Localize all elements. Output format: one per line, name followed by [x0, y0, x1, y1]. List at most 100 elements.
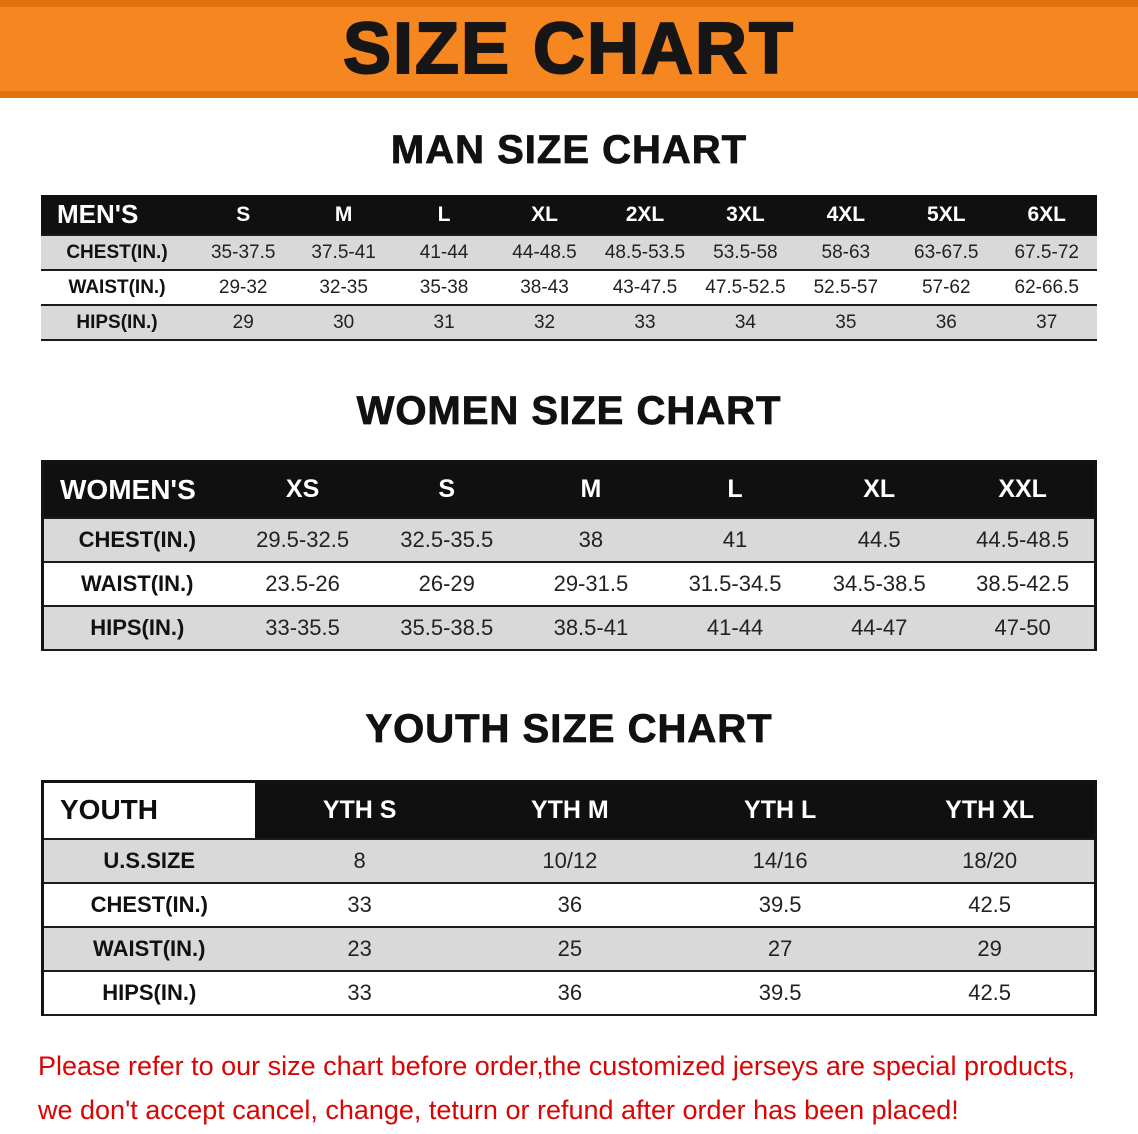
size-value: 37	[996, 304, 1097, 340]
row-label: U.S.SIZE	[42, 838, 255, 883]
table-row: HIPS(IN.) 33-35.5 35.5-38.5 38.5-41 41-4…	[42, 604, 1096, 650]
column-header: XL	[807, 461, 952, 518]
size-value: 33-35.5	[230, 604, 375, 650]
size-value: 47-50	[951, 604, 1096, 650]
row-label: HIPS(IN.)	[42, 604, 231, 650]
table-row: CHEST(IN.) 29.5-32.5 32.5-35.5 38 41 44.…	[42, 516, 1096, 562]
size-value: 8	[254, 838, 465, 883]
size-value: 42.5	[885, 882, 1096, 927]
women-section-title: WOMEN SIZE CHART	[356, 389, 782, 434]
size-value: 44-47	[807, 604, 952, 650]
youth-table-title-cell: YOUTH	[42, 781, 255, 839]
size-value: 35-38	[393, 269, 495, 305]
size-value: 14/16	[675, 838, 886, 883]
size-value: 34	[695, 304, 796, 340]
women-header-row: WOMEN'S XS S M L XL XXL	[42, 461, 1096, 518]
size-value: 27	[675, 926, 886, 971]
column-header: XS	[230, 461, 375, 518]
column-header: 5XL	[896, 195, 997, 235]
banner: SIZE CHART	[0, 0, 1138, 98]
page-title: SIZE CHART	[342, 9, 795, 89]
size-value: 33	[254, 970, 465, 1015]
size-value: 52.5-57	[795, 269, 897, 305]
size-value: 31	[393, 304, 495, 340]
men-size-table: MEN'S S M L XL 2XL 3XL 4XL 5XL 6XL CHEST…	[41, 195, 1097, 341]
table-row: CHEST(IN.) 33 36 39.5 42.5	[42, 882, 1096, 927]
column-header: M	[293, 195, 394, 235]
youth-size-table: YOUTH YTH S YTH M YTH L YTH XL U.S.SIZE …	[41, 779, 1097, 1016]
men-section: MAN SIZE CHART MEN'S S M L XL 2XL 3XL 4X…	[0, 128, 1138, 341]
size-value: 38.5-41	[518, 604, 663, 650]
size-value: 42.5	[885, 970, 1096, 1015]
column-header: YTH S	[254, 781, 465, 839]
disclaimer: Please refer to our size chart before or…	[38, 1046, 1100, 1132]
disclaimer-line-2: we don't accept cancel, change, teturn o…	[38, 1094, 959, 1125]
size-value: 33	[254, 882, 465, 927]
size-value: 38-43	[494, 269, 595, 305]
row-label: CHEST(IN.)	[41, 234, 193, 270]
column-header: 3XL	[695, 195, 796, 235]
size-value: 29-32	[193, 269, 294, 305]
row-label: WAIST(IN.)	[42, 926, 255, 971]
size-value: 35	[795, 304, 897, 340]
size-value: 29.5-32.5	[230, 516, 375, 562]
size-value: 44.5-48.5	[951, 516, 1096, 562]
size-value: 44.5	[807, 516, 952, 562]
size-value: 41-44	[662, 604, 808, 650]
size-value: 43-47.5	[594, 269, 696, 305]
size-value: 29	[885, 926, 1096, 971]
size-value: 58-63	[795, 234, 897, 270]
table-row: WAIST(IN.) 23 25 27 29	[42, 926, 1096, 971]
column-header: YTH M	[464, 781, 675, 839]
row-label: CHEST(IN.)	[42, 882, 255, 927]
size-value: 35-37.5	[193, 234, 294, 270]
size-value: 32-35	[293, 269, 394, 305]
row-label: HIPS(IN.)	[41, 304, 193, 340]
size-value: 36	[464, 970, 675, 1015]
size-value: 32.5-35.5	[374, 516, 519, 562]
size-value: 18/20	[885, 838, 1096, 883]
men-section-title: MAN SIZE CHART	[390, 128, 748, 173]
size-value: 63-67.5	[896, 234, 997, 270]
size-value: 31.5-34.5	[662, 560, 808, 606]
column-header: YTH L	[675, 781, 886, 839]
column-header: L	[393, 195, 495, 235]
women-size-table: WOMEN'S XS S M L XL XXL CHEST(IN.) 29.5-…	[41, 460, 1097, 651]
size-value: 29-31.5	[518, 560, 663, 606]
column-header: M	[518, 461, 663, 518]
size-value: 34.5-38.5	[807, 560, 952, 606]
women-table-title-cell: WOMEN'S	[42, 461, 231, 518]
women-section: WOMEN SIZE CHART WOMEN'S XS S M L XL XXL…	[0, 389, 1138, 651]
size-value: 23.5-26	[230, 560, 375, 606]
size-value: 57-62	[896, 269, 997, 305]
size-value: 62-66.5	[996, 269, 1097, 305]
size-value: 35.5-38.5	[374, 604, 519, 650]
column-header: 4XL	[795, 195, 897, 235]
size-value: 26-29	[374, 560, 519, 606]
disclaimer-line-1: Please refer to our size chart before or…	[38, 1051, 1076, 1081]
size-value: 39.5	[675, 970, 886, 1015]
column-header: XXL	[951, 461, 1096, 518]
youth-section: YOUTH SIZE CHART YOUTH YTH S YTH M YTH L…	[0, 706, 1138, 1016]
men-header-row: MEN'S S M L XL 2XL 3XL 4XL 5XL 6XL	[41, 195, 1097, 235]
size-value: 30	[293, 304, 394, 340]
size-value: 48.5-53.5	[594, 234, 696, 270]
column-header: S	[374, 461, 519, 518]
size-value: 44-48.5	[494, 234, 595, 270]
table-row: WAIST(IN.) 29-32 32-35 35-38 38-43 43-47…	[41, 269, 1097, 305]
size-value: 33	[594, 304, 696, 340]
size-value: 41	[662, 516, 808, 562]
table-row: WAIST(IN.) 23.5-26 26-29 29-31.5 31.5-34…	[42, 560, 1096, 606]
size-value: 47.5-52.5	[695, 269, 796, 305]
column-header: YTH XL	[885, 781, 1096, 839]
size-value: 36	[896, 304, 997, 340]
column-header: L	[662, 461, 808, 518]
column-header: XL	[494, 195, 595, 235]
size-value: 32	[494, 304, 595, 340]
size-value: 67.5-72	[996, 234, 1097, 270]
size-value: 29	[193, 304, 294, 340]
size-value: 41-44	[393, 234, 495, 270]
size-value: 36	[464, 882, 675, 927]
youth-header-row: YOUTH YTH S YTH M YTH L YTH XL	[42, 781, 1096, 839]
